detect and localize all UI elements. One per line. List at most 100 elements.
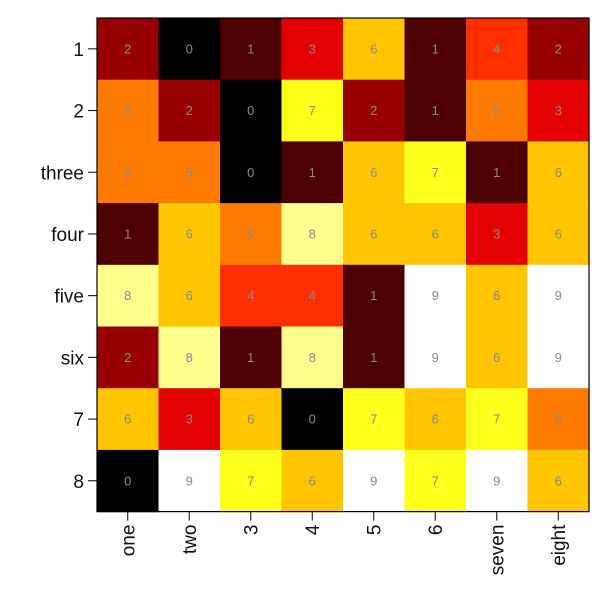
cell-value-label: 1	[124, 226, 131, 241]
heatmap-cell	[281, 141, 344, 204]
cell-value-label: 6	[247, 412, 254, 427]
cell-value-label: 6	[555, 226, 562, 241]
heatmap-cell	[466, 141, 529, 204]
cell-value-label: 4	[309, 288, 316, 303]
heatmap-cell	[404, 264, 467, 328]
cell-value-label: 0	[124, 473, 131, 488]
cell-value-label: 8	[309, 226, 316, 241]
heatmap-cell	[343, 449, 406, 513]
heatmap-cell	[404, 79, 467, 142]
x-tick-label: eight	[549, 524, 570, 566]
cell-value-label: 9	[186, 473, 193, 488]
cell-value-label: 6	[186, 288, 193, 303]
cell-value-label: 6	[370, 165, 377, 180]
heatmap-cell	[527, 141, 590, 204]
heatmap-cell	[97, 203, 160, 266]
x-axis: one two 3 4 5 6 seven eight	[119, 511, 570, 576]
x-tick-label: 5	[365, 525, 386, 536]
y-tick-label: 8	[73, 472, 84, 493]
x-tick-label: one	[119, 525, 140, 557]
y-tick-label: five	[54, 287, 84, 308]
heatmap-cell	[466, 264, 529, 328]
cell-value-label: 6	[124, 412, 131, 427]
cell-value-label: 7	[247, 473, 254, 488]
cell-value-label: 5	[124, 103, 131, 118]
cell-value-label: 0	[247, 103, 254, 118]
heatmap-cell	[527, 203, 590, 266]
cell-value-label: 8	[186, 350, 193, 365]
cell-value-label: 6	[493, 350, 500, 365]
heatmap-cell	[97, 326, 160, 389]
heatmap-cell	[343, 326, 406, 389]
heatmap-cell	[97, 18, 160, 81]
heatmap-cell	[158, 203, 221, 266]
y-tick-label: six	[61, 348, 85, 369]
heatmap-cell	[158, 141, 221, 204]
heatmap-cell	[220, 141, 283, 204]
y-tick-label: four	[51, 225, 84, 246]
heatmap-cell	[220, 449, 283, 513]
heatmap-cell	[281, 326, 344, 389]
heatmap-cell	[220, 79, 283, 142]
heatmap-cell	[220, 264, 283, 328]
cell-value-label: 9	[432, 350, 439, 365]
heatmap-cell	[158, 264, 221, 328]
cell-value-label: 2	[370, 103, 377, 118]
heatmap-cell	[97, 449, 160, 513]
heatmap-cell	[404, 388, 467, 451]
heatmap-cell	[158, 18, 221, 81]
heatmap-cell	[97, 388, 160, 451]
heatmap-cell	[281, 79, 344, 142]
cell-value-label: 7	[370, 412, 377, 427]
heatmap-cell	[281, 388, 344, 451]
cell-value-label: 2	[555, 41, 562, 56]
cell-value-label: 7	[432, 473, 439, 488]
cell-value-label: 5	[555, 412, 562, 427]
cell-value-label: 2	[186, 103, 193, 118]
cell-value-label: 4	[493, 41, 500, 56]
cell-value-label: 6	[309, 473, 316, 488]
cell-value-label: 9	[555, 288, 562, 303]
cell-value-label: 5	[247, 226, 254, 241]
cell-value-label: 6	[555, 473, 562, 488]
heatmap-cell	[466, 449, 529, 513]
heatmap-cell	[97, 79, 160, 142]
x-tick-label: two	[180, 525, 201, 555]
heatmap-cell	[343, 141, 406, 204]
heatmap-cell	[404, 203, 467, 266]
heatmap-cell	[466, 388, 529, 451]
cell-value-label: 1	[309, 165, 316, 180]
x-tick-label: 6	[426, 525, 447, 536]
cell-value-label: 6	[370, 226, 377, 241]
heatmap-cell	[404, 141, 467, 204]
heatmap-cell	[281, 264, 344, 328]
heatmap-cell	[527, 326, 590, 389]
cell-value-label: 3	[555, 103, 562, 118]
cell-value-label: 7	[432, 165, 439, 180]
heatmap-cell	[220, 388, 283, 451]
y-axis: 1 2 three four five six 7 8	[41, 40, 97, 493]
plot-frame	[96, 17, 590, 513]
heatmap-cells	[97, 18, 590, 513]
cell-value-label: 8	[124, 288, 131, 303]
cell-value-label: 1	[247, 41, 254, 56]
cell-value-label: 1	[370, 288, 377, 303]
heatmap-cell	[404, 326, 467, 389]
cell-value-label: 3	[186, 412, 193, 427]
x-tick-label: seven	[488, 525, 509, 576]
heatmap-cell	[343, 264, 406, 328]
y-tick-label: 1	[73, 40, 84, 61]
heatmap-cell	[343, 203, 406, 266]
cell-value-label: 6	[370, 41, 377, 56]
cell-value-label: 6	[186, 226, 193, 241]
cell-value-label: 2	[124, 41, 131, 56]
heatmap-cell	[158, 79, 221, 142]
heatmap-cell	[404, 18, 467, 81]
cell-value-label: 6	[493, 288, 500, 303]
heatmap-cell	[97, 141, 160, 204]
cell-value-label: 0	[186, 41, 193, 56]
heatmap-cell	[466, 203, 529, 266]
heatmap-cell	[466, 79, 529, 142]
heatmap-cell	[466, 18, 529, 81]
